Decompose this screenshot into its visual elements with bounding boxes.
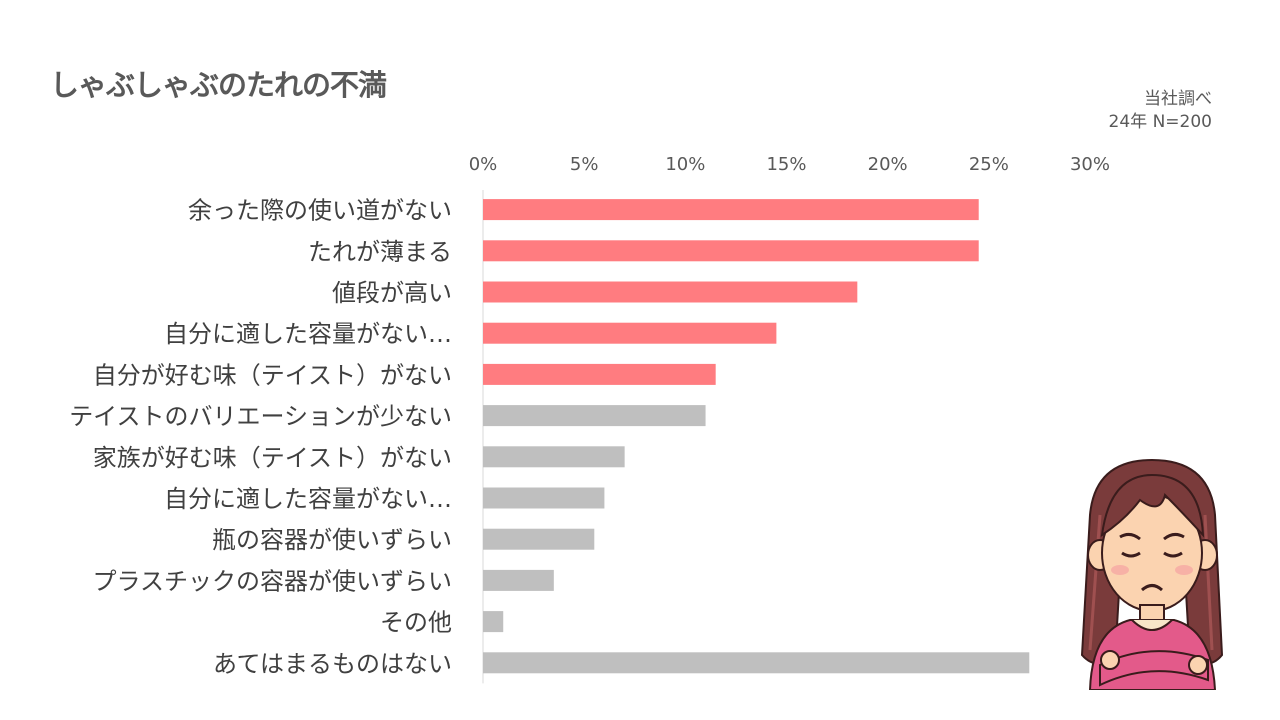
x-tick-label: 30% <box>1070 154 1110 175</box>
category-label: テイストのバリエーションが少ない <box>69 403 452 431</box>
chart-title: しゃぶしゃぶのたれの不満 <box>50 68 387 102</box>
category-label: 値段が高い <box>332 279 452 307</box>
bar <box>483 322 777 344</box>
category-label: 自分に適した容量がない… <box>164 320 452 348</box>
source-note: 当社調べ 24年 N=200 <box>1109 88 1212 134</box>
x-tick-label: 25% <box>969 154 1009 175</box>
category-label: 自分に適した容量がない… <box>164 485 452 513</box>
bar <box>483 528 595 550</box>
source-line-1: 当社調べ <box>1144 89 1212 109</box>
bar <box>483 446 625 468</box>
x-tick-label: 10% <box>665 154 705 175</box>
category-label: プラスチックの容器が使いずらい <box>92 567 452 595</box>
x-tick-label: 0% <box>469 154 498 175</box>
bar <box>483 487 605 509</box>
bar <box>483 281 858 303</box>
category-label: その他 <box>380 609 452 637</box>
x-tick-label: 20% <box>868 154 908 175</box>
category-label: 余った際の使い道がない <box>188 197 452 225</box>
category-label: 家族が好む味（テイスト）がない <box>93 444 452 472</box>
source-line-2: 24年 N=200 <box>1108 112 1212 132</box>
category-label: 瓶の容器が使いずらい <box>212 526 452 554</box>
bar <box>483 569 554 591</box>
x-tick-label: 15% <box>766 154 806 175</box>
bar <box>483 652 1030 674</box>
x-tick-label: 5% <box>570 154 599 175</box>
bar <box>483 199 979 221</box>
category-label: たれが薄まる <box>308 238 452 266</box>
bar <box>483 240 979 262</box>
bar <box>483 611 504 633</box>
bar <box>483 363 716 385</box>
worried-woman-illustration <box>1080 458 1224 690</box>
category-label: あてはまるものはない <box>213 650 452 678</box>
bar <box>483 405 706 427</box>
category-label: 自分が好む味（テイスト）がない <box>93 361 452 389</box>
